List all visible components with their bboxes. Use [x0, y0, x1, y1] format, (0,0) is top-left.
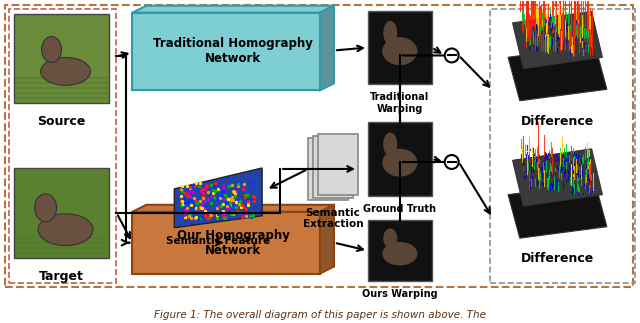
Text: Difference: Difference: [521, 114, 594, 128]
Polygon shape: [174, 168, 262, 228]
Text: Target: Target: [39, 269, 84, 283]
Bar: [313, 136, 353, 198]
Bar: [13, 168, 109, 257]
Ellipse shape: [382, 149, 417, 177]
Ellipse shape: [382, 242, 417, 266]
Text: Difference: Difference: [521, 252, 594, 265]
Ellipse shape: [382, 37, 417, 65]
Text: Semantic Feature: Semantic Feature: [166, 236, 270, 246]
Text: Traditional
Warping: Traditional Warping: [370, 92, 429, 114]
Bar: [132, 212, 320, 274]
Ellipse shape: [383, 21, 397, 45]
Polygon shape: [320, 6, 334, 90]
Polygon shape: [132, 6, 334, 13]
Text: Our Homography
Network: Our Homography Network: [177, 229, 290, 257]
Circle shape: [445, 48, 459, 62]
Bar: [13, 14, 109, 103]
Bar: [368, 11, 432, 84]
Polygon shape: [132, 205, 334, 212]
Ellipse shape: [42, 36, 61, 62]
Bar: [490, 9, 636, 284]
Polygon shape: [513, 11, 602, 69]
Polygon shape: [508, 46, 607, 101]
Bar: [132, 13, 320, 90]
Text: Source: Source: [37, 115, 86, 128]
Polygon shape: [320, 205, 334, 274]
Bar: [368, 220, 432, 281]
Bar: [368, 122, 432, 196]
Bar: [9, 9, 116, 284]
Text: Traditional Homography
Network: Traditional Homography Network: [153, 37, 313, 66]
Ellipse shape: [38, 214, 93, 245]
Text: Figure 1: The overall diagram of this paper is shown above. The: Figure 1: The overall diagram of this pa…: [154, 310, 486, 320]
Text: Ground Truth: Ground Truth: [364, 204, 436, 214]
Ellipse shape: [383, 132, 397, 156]
Ellipse shape: [35, 194, 56, 222]
Text: Ours Warping: Ours Warping: [362, 289, 438, 299]
Polygon shape: [508, 183, 607, 238]
Bar: [4, 5, 634, 287]
Text: Semantic
Extraction: Semantic Extraction: [303, 208, 364, 229]
Ellipse shape: [383, 228, 397, 248]
Polygon shape: [513, 149, 602, 206]
Bar: [318, 134, 358, 195]
Bar: [308, 138, 348, 200]
Circle shape: [445, 155, 459, 169]
Ellipse shape: [40, 57, 90, 85]
